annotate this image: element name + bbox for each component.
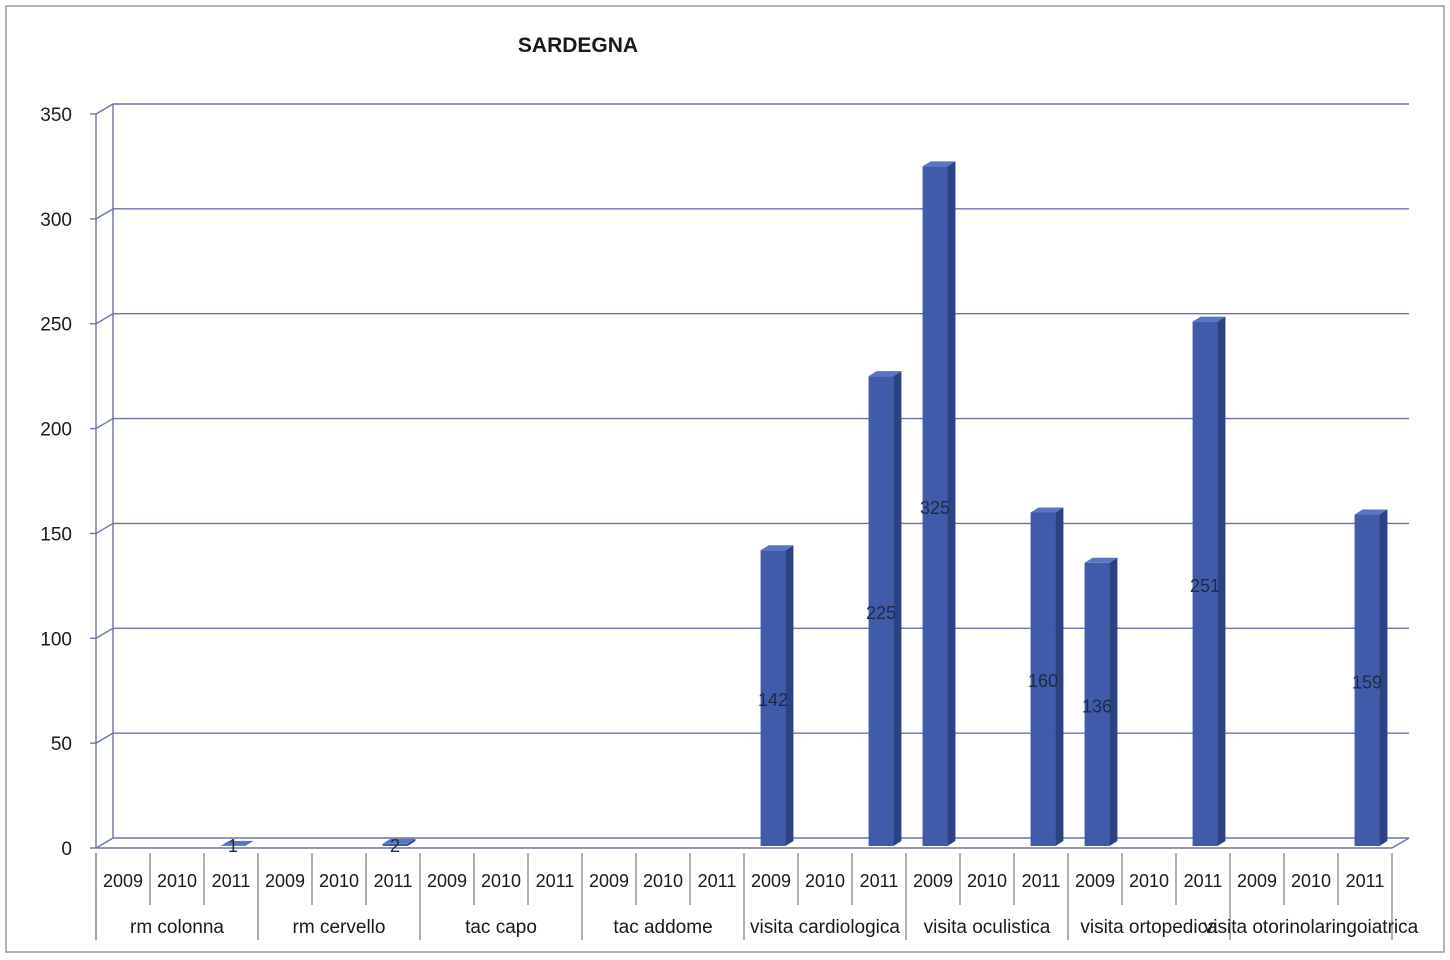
x-year-label: 2010 (1129, 871, 1169, 891)
data-label: 2 (390, 836, 400, 856)
x-year-label: 2011 (1022, 871, 1061, 891)
x-year-label: 2009 (1237, 871, 1277, 891)
x-year-label: 2011 (698, 871, 737, 891)
x-year-label: 2011 (374, 871, 413, 891)
x-year-label: 2010 (643, 871, 683, 891)
y-tick-label: 0 (61, 839, 72, 860)
x-category-label: visita ortopedica (1080, 917, 1218, 938)
x-year-label: 2009 (103, 871, 143, 891)
data-label: 1 (228, 836, 238, 856)
y-tick-label: 250 (40, 315, 72, 336)
x-year-label: 2011 (860, 871, 899, 891)
y-tick-label: 200 (40, 420, 72, 441)
y-tick-label: 100 (40, 629, 72, 650)
y-tick-label: 50 (51, 734, 72, 755)
x-category-label: visita otorinolaringoiatrica (1204, 917, 1419, 938)
data-label: 325 (920, 498, 950, 518)
y-tick-label: 350 (40, 105, 72, 126)
x-year-label: 2010 (1291, 871, 1331, 891)
x-year-label: 2010 (481, 871, 521, 891)
x-year-label: 2011 (536, 871, 575, 891)
x-year-label: 2009 (751, 871, 791, 891)
x-category-label: tac capo (465, 917, 537, 938)
data-label: 225 (866, 603, 896, 623)
x-category-label: visita oculistica (924, 917, 1051, 938)
data-label: 159 (1352, 672, 1382, 692)
x-year-label: 2009 (427, 871, 467, 891)
x-year-label: 2010 (805, 871, 845, 891)
data-label: 251 (1190, 576, 1220, 596)
x-category-label: rm colonna (130, 917, 224, 938)
y-tick-label: 300 (40, 210, 72, 231)
data-label: 136 (1082, 696, 1112, 716)
x-year-label: 2009 (589, 871, 629, 891)
data-label: 160 (1028, 671, 1058, 691)
data-label: 142 (758, 690, 788, 710)
x-year-label: 2009 (1075, 871, 1115, 891)
x-category-label: tac addome (613, 917, 712, 938)
x-year-label: 2011 (1346, 871, 1385, 891)
x-year-label: 2010 (967, 871, 1007, 891)
y-tick-label: 150 (40, 524, 72, 545)
chart-title: SARDEGNA (518, 34, 638, 57)
x-year-label: 2010 (319, 871, 359, 891)
x-year-label: 2010 (157, 871, 197, 891)
x-year-label: 2011 (212, 871, 251, 891)
x-year-label: 2009 (913, 871, 953, 891)
x-year-label: 2011 (1184, 871, 1223, 891)
x-year-label: 2009 (265, 871, 305, 891)
chart-frame (6, 6, 1444, 952)
x-category-label: rm cervello (293, 917, 386, 938)
x-category-label: visita cardiologica (750, 917, 900, 938)
